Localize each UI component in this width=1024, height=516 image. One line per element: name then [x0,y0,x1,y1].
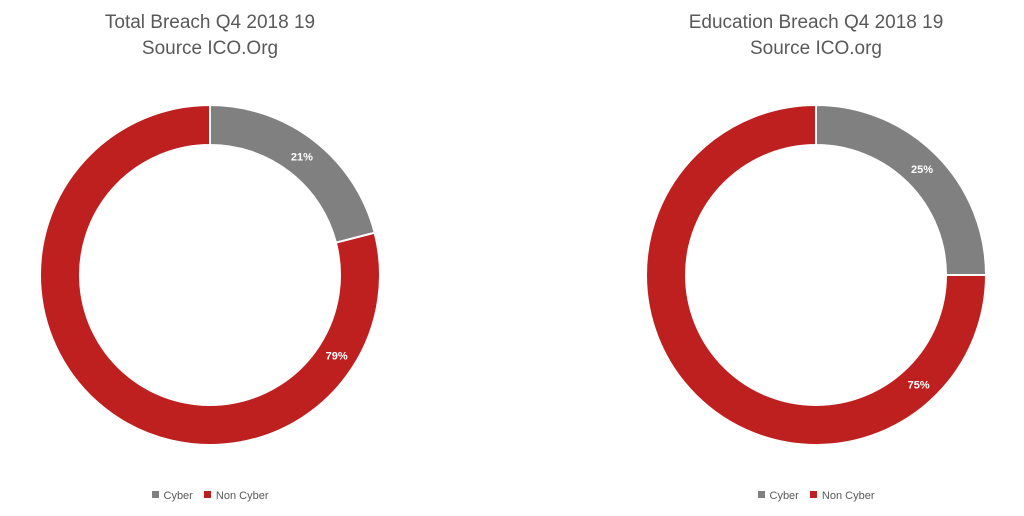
legend-swatch-cyber [757,491,765,498]
legend-swatch-cyber [151,491,159,498]
legend-label: Cyber [163,490,193,502]
legend-swatch-non-cyber [809,491,817,498]
donut-chart-total: 21% 79% [39,103,381,446]
legend-item-cyber: Cyber [151,490,193,502]
education-breach-chart: Education Breach Q4 2018 19 Source ICO.o… [606,0,1024,516]
donut-chart-education: 25% 75% [645,103,988,446]
chart-title-line: Education Breach Q4 2018 19 [688,12,944,33]
legend-item-non-cyber: Non Cyber [203,490,269,502]
slice-non-cyber [39,103,381,446]
legend-label: Cyber [769,490,799,502]
legend: Cyber Non Cyber [606,490,1024,502]
data-label-cyber: 21% [291,151,313,163]
legend-item-non-cyber: Non Cyber [809,490,875,502]
legend-label: Non Cyber [821,490,875,502]
slice-non-cyber [645,103,988,446]
chart-title: Education Breach Q4 2018 19 Source ICO.o… [606,10,1024,62]
legend-swatch-non-cyber [203,491,211,498]
chart-title-line: Total Breach Q4 2018 19 [104,12,316,33]
legend: Cyber Non Cyber [0,490,420,502]
chart-subtitle: Source ICO.Org [141,38,279,59]
chart-title: Total Breach Q4 2018 19 Source ICO.Org [0,10,420,62]
legend-label: Non Cyber [215,490,269,502]
data-label-non-cyber: 75% [908,379,930,391]
total-breach-chart: Total Breach Q4 2018 19 Source ICO.Org 2… [0,0,420,516]
legend-item-cyber: Cyber [757,490,799,502]
chart-subtitle: Source ICO.org [750,38,882,59]
slice-cyber [815,103,988,276]
data-label-cyber: 25% [911,164,933,176]
data-label-non-cyber: 79% [326,350,348,362]
slice-cyber [209,103,376,244]
